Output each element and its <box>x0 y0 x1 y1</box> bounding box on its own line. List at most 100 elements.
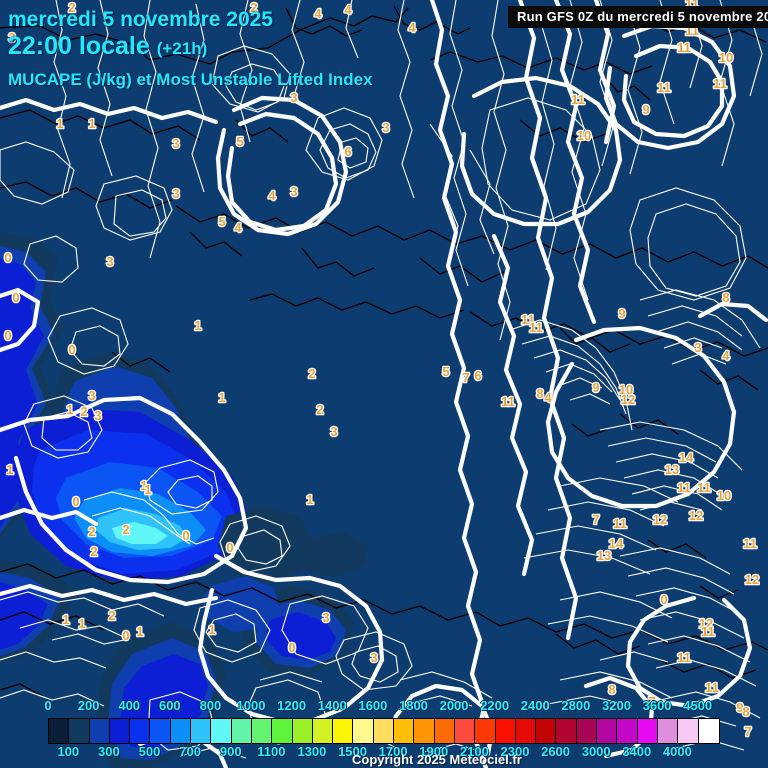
colorbar-swatch[interactable] <box>637 719 658 743</box>
contour-label: 11 <box>713 76 727 91</box>
contour-label: 7 <box>462 370 469 385</box>
contour-label: 2 <box>316 402 323 417</box>
colorbar-swatch[interactable] <box>597 719 618 743</box>
contour-label: 1 <box>6 462 13 477</box>
colorbar-swatch[interactable] <box>373 719 395 743</box>
colorbar-swatch[interactable] <box>89 719 110 743</box>
colorbar-tick-label: 1000 <box>236 698 266 713</box>
colorbar-swatch[interactable] <box>231 719 252 743</box>
colorbar-swatch[interactable] <box>292 719 313 743</box>
colorbar-swatch[interactable] <box>130 719 151 743</box>
colorbar-tick-label: 600 <box>158 698 181 713</box>
contour-label: 10 <box>719 50 733 65</box>
contour-label: 7 <box>592 512 599 527</box>
contour-label: 2 <box>90 544 97 559</box>
colorbar-swatches[interactable] <box>48 718 720 744</box>
contour-label: 3 <box>290 184 297 199</box>
contour-label: 10 <box>619 382 633 397</box>
contour-label: 2 <box>88 524 95 539</box>
colorbar-swatch[interactable] <box>454 719 476 743</box>
contour-label: 1 <box>208 622 215 637</box>
contour-label: 0 <box>72 494 79 509</box>
contour-label: 12 <box>689 508 703 523</box>
colorbar-swatch[interactable] <box>109 719 131 743</box>
contour-label: 3 <box>330 424 337 439</box>
contour-label: 1 <box>306 492 313 507</box>
contour-label: 11 <box>677 650 691 665</box>
contour-label: 0 <box>288 640 295 655</box>
colorbar-tick-label: 1700 <box>378 744 408 759</box>
contour-label: 3 <box>370 650 377 665</box>
colorbar-swatch[interactable] <box>394 719 415 743</box>
colorbar-swatch[interactable] <box>698 719 719 743</box>
colorbar-swatch[interactable] <box>678 719 699 743</box>
contour-label: 13 <box>665 462 679 477</box>
colorbar-tick-label: 1100 <box>257 744 286 759</box>
colorbar-tick-label: 4000 <box>662 744 692 759</box>
contour-label: 13 <box>597 548 611 563</box>
colorbar-swatch[interactable] <box>576 719 598 743</box>
colorbar-swatch[interactable] <box>191 719 212 743</box>
contour-label: 4 <box>408 20 416 35</box>
copyright-label: Copyright 2025 Meteociel.fr <box>352 752 522 767</box>
contour-label: 2 <box>68 0 75 15</box>
contour-label: 0 <box>660 592 667 607</box>
contour-label: 1 <box>66 402 73 417</box>
contour-label: 3 <box>172 136 179 151</box>
colorbar-swatch[interactable] <box>333 719 354 743</box>
colorbar-tick-label: 300 <box>98 744 120 759</box>
colorbar-tick-label: 1200 <box>277 698 307 713</box>
colorbar-swatch[interactable] <box>150 719 171 743</box>
contour-label: 8 <box>608 682 615 697</box>
contour-label: 11 <box>705 680 719 695</box>
colorbar-swatch[interactable] <box>49 719 70 743</box>
colorbar-tick-label: 4500 <box>683 698 713 713</box>
colorbar-swatch[interactable] <box>312 719 334 743</box>
contour-label: 6 <box>474 368 481 383</box>
colorbar-swatch[interactable] <box>211 719 232 743</box>
contour-label: 3 <box>694 340 701 355</box>
contour-label: 10 <box>577 128 591 143</box>
contour-label: 11 <box>677 40 691 55</box>
colorbar-swatch[interactable] <box>495 719 516 743</box>
contour-label: 0 <box>182 528 189 543</box>
colorbar-swatch[interactable] <box>414 719 435 743</box>
colorbar-tick-label: 1300 <box>297 744 327 759</box>
colorbar-swatch[interactable] <box>353 719 374 743</box>
contour-label: 12 <box>745 572 759 587</box>
contour-label: 8 <box>536 386 543 401</box>
colorbar-swatch[interactable] <box>434 719 455 743</box>
colorbar-tick-label: 2600 <box>541 744 571 759</box>
colorbar-tick-label: 2000 <box>439 698 469 713</box>
contour-label: 5 <box>442 364 449 379</box>
contour-label: 1 <box>140 478 147 493</box>
colorbar-swatch[interactable] <box>657 719 679 743</box>
colorbar-tick-label: 700 <box>179 744 201 759</box>
colorbar-tick-label: 2100 <box>459 744 489 759</box>
contour-label: 7 <box>744 724 751 739</box>
forecast-date-label: mercredi 5 novembre 2025 <box>8 8 273 31</box>
contour-label: 1 <box>88 116 95 131</box>
colorbar-swatch[interactable] <box>536 719 557 743</box>
colorbar-swatch[interactable] <box>69 719 90 743</box>
colorbar-swatch[interactable] <box>475 719 496 743</box>
colorbar-swatch[interactable] <box>272 719 293 743</box>
colorbar-swatch[interactable] <box>515 719 537 743</box>
contour-label: 3 <box>94 408 101 423</box>
contour-label: 9 <box>642 102 649 117</box>
contour-label: 11 <box>529 320 543 335</box>
colorbar-swatch[interactable] <box>251 719 273 743</box>
colorbar-swatch[interactable] <box>556 719 577 743</box>
colorbar-legend[interactable]: 0 200 400 600 800 1000 1200 1400 1600 1800 2000 220… <box>0 690 768 768</box>
colorbar-swatch[interactable] <box>617 719 638 743</box>
colorbar-tick-label: 400 <box>118 698 141 713</box>
contour-label: 14 <box>609 536 624 551</box>
contour-label: 8 <box>722 290 729 305</box>
contour-label: 0 <box>12 290 19 305</box>
colorbar-swatch[interactable] <box>170 719 192 743</box>
